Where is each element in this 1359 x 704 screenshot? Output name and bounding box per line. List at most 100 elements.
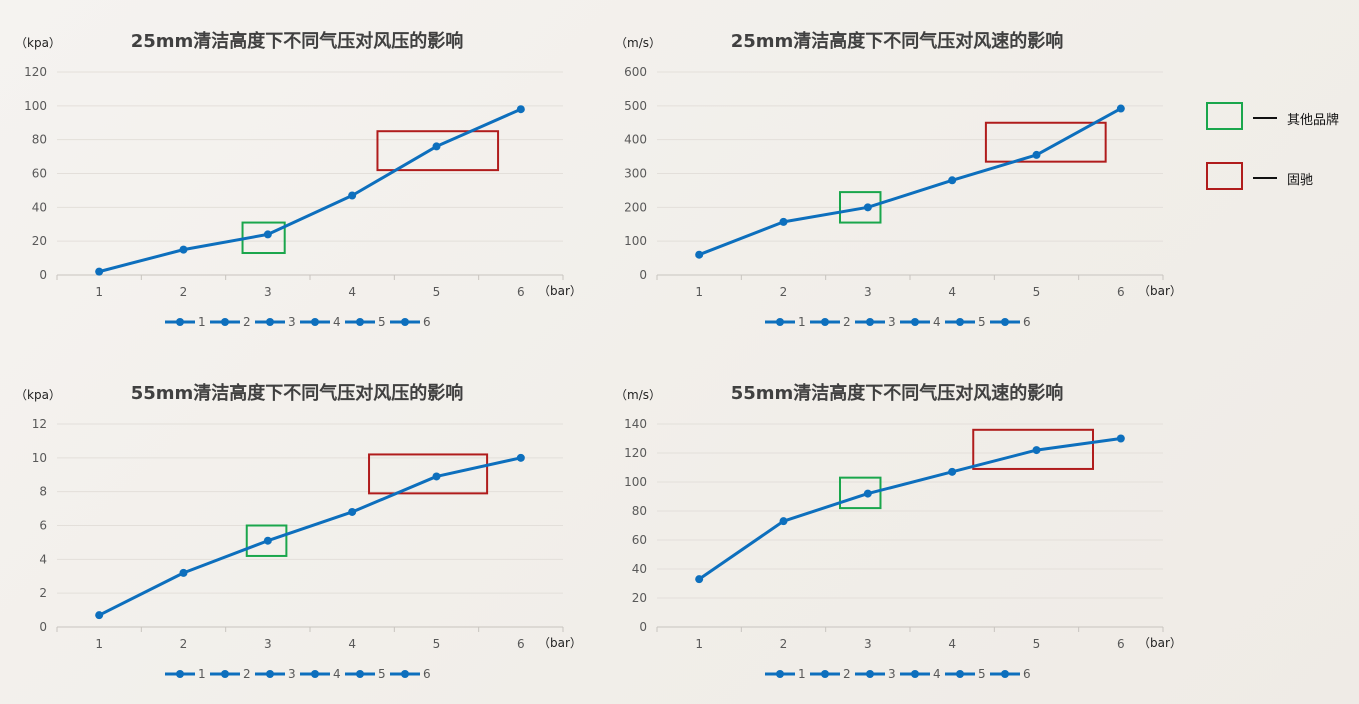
legend-entry: 4	[900, 667, 941, 681]
legend-label: 1	[198, 667, 206, 681]
legend-marker-icon	[311, 318, 319, 326]
data-point	[432, 472, 441, 481]
y-tick-label: 60	[632, 533, 647, 547]
legend-label: 2	[243, 667, 251, 681]
data-point	[863, 489, 872, 498]
legend-item-guchi: 固驰	[1200, 162, 1350, 192]
legend-label: 5	[378, 315, 386, 329]
x-tick-label: 1	[95, 285, 103, 299]
chart-title: 25mm清洁高度下不同气压对风速的影响	[731, 30, 1064, 52]
data-point	[1032, 150, 1041, 159]
y-tick-label: 80	[32, 133, 47, 147]
red-highlight-box	[376, 130, 500, 172]
green-highlight-box	[245, 524, 288, 557]
data-point	[263, 230, 272, 239]
y-tick-label: 8	[39, 485, 47, 499]
legend-label: 2	[243, 315, 251, 329]
legend-marker-icon	[1001, 318, 1009, 326]
x-tick-label: 2	[180, 285, 188, 299]
x-tick-label: 6	[517, 285, 525, 299]
legend-entry: 6	[390, 667, 431, 681]
legend-label: 3	[288, 667, 296, 681]
legend-entry: 2	[810, 315, 851, 329]
chart-title: 25mm清洁高度下不同气压对风压的影响	[131, 30, 464, 52]
y-tick-label: 20	[32, 234, 47, 248]
legend-entry: 1	[165, 315, 206, 329]
legend-marker-icon	[821, 318, 829, 326]
legend-marker-icon	[401, 670, 409, 678]
y-tick-label: 2	[39, 586, 47, 600]
legend-label: 4	[933, 667, 941, 681]
y-tick-label: 6	[39, 519, 47, 533]
y-tick-label: 20	[632, 591, 647, 605]
legend-label: 6	[423, 315, 431, 329]
y-tick-label: 0	[639, 268, 647, 282]
data-point	[263, 536, 272, 545]
legend-marker-icon	[221, 670, 229, 678]
legend-label: 1	[798, 315, 806, 329]
legend-marker-icon	[176, 318, 184, 326]
x-tick-label: 6	[517, 637, 525, 651]
x-tick-label: 1	[95, 637, 103, 651]
legend-label: 1	[198, 315, 206, 329]
legend-entry: 3	[255, 315, 296, 329]
y-tick-label: 100	[624, 475, 647, 489]
x-tick-label: 5	[1033, 637, 1041, 651]
x-tick-label: 2	[780, 285, 788, 299]
chart-25mm-speed: 0 100 200 300 400 500 600 1 2 3 4 5 6 25mm清洁高度下不同气压对风…	[615, 30, 1182, 329]
legend-entry: 5	[945, 315, 986, 329]
green-highlight-box	[839, 191, 882, 224]
legend-marker-icon	[356, 318, 364, 326]
legend-marker-icon	[776, 318, 784, 326]
legend-marker-icon	[221, 318, 229, 326]
legend-entry: 5	[345, 315, 386, 329]
data-point	[348, 507, 357, 516]
data-point	[1116, 104, 1125, 113]
legend-entry: 1	[765, 315, 806, 329]
data-point	[516, 453, 525, 462]
y-tick-label: 500	[624, 99, 647, 113]
legend-line-icon	[1253, 117, 1277, 119]
y-tick-label: 80	[632, 504, 647, 518]
y-tick-label: 40	[632, 562, 647, 576]
x-unit-label: （bar）	[1138, 636, 1182, 650]
y-tick-label: 200	[624, 200, 647, 214]
legend-marker-icon	[356, 670, 364, 678]
legend-marker-icon	[176, 670, 184, 678]
y-tick-label: 12	[32, 417, 47, 431]
x-tick-label: 3	[864, 637, 872, 651]
legend-entry: 5	[945, 667, 986, 681]
series-line	[698, 437, 1122, 581]
legend-line-icon	[1253, 177, 1277, 179]
legend-label: 5	[378, 667, 386, 681]
y-unit-label: （kpa）	[15, 36, 61, 50]
y-tick-label: 4	[39, 552, 47, 566]
legend-label: 5	[978, 315, 986, 329]
legend-marker-icon	[1001, 670, 1009, 678]
legend-marker-icon	[311, 670, 319, 678]
legend-entry: 4	[300, 667, 341, 681]
legend-marker-icon	[776, 670, 784, 678]
y-tick-label: 10	[32, 451, 47, 465]
legend-entry: 3	[855, 667, 896, 681]
legend-label: 6	[423, 667, 431, 681]
red-highlight-box	[368, 453, 489, 495]
data-point	[516, 105, 525, 114]
x-tick-label: 4	[348, 285, 356, 299]
red-highlight-box	[972, 428, 1095, 470]
legend-label-guchi: 固驰	[1287, 173, 1314, 188]
chart-55mm-speed: 0 20 40 60 80 100 120 140 1 2 3 4 5 6 55mm清洁高度下不同气压对风速…	[615, 382, 1182, 681]
annotation-legend: 其他品牌 固驰	[1200, 100, 1350, 200]
x-tick-label: 5	[1033, 285, 1041, 299]
data-point	[179, 568, 188, 577]
legend-entry: 4	[300, 315, 341, 329]
x-unit-label: （bar）	[538, 636, 582, 650]
legend-marker-icon	[821, 670, 829, 678]
x-tick-label: 1	[695, 637, 703, 651]
legend-marker-icon	[266, 318, 274, 326]
x-tick-label: 2	[180, 637, 188, 651]
data-point	[95, 267, 104, 276]
x-unit-label: （bar）	[538, 284, 582, 298]
legend-marker-icon	[911, 318, 919, 326]
